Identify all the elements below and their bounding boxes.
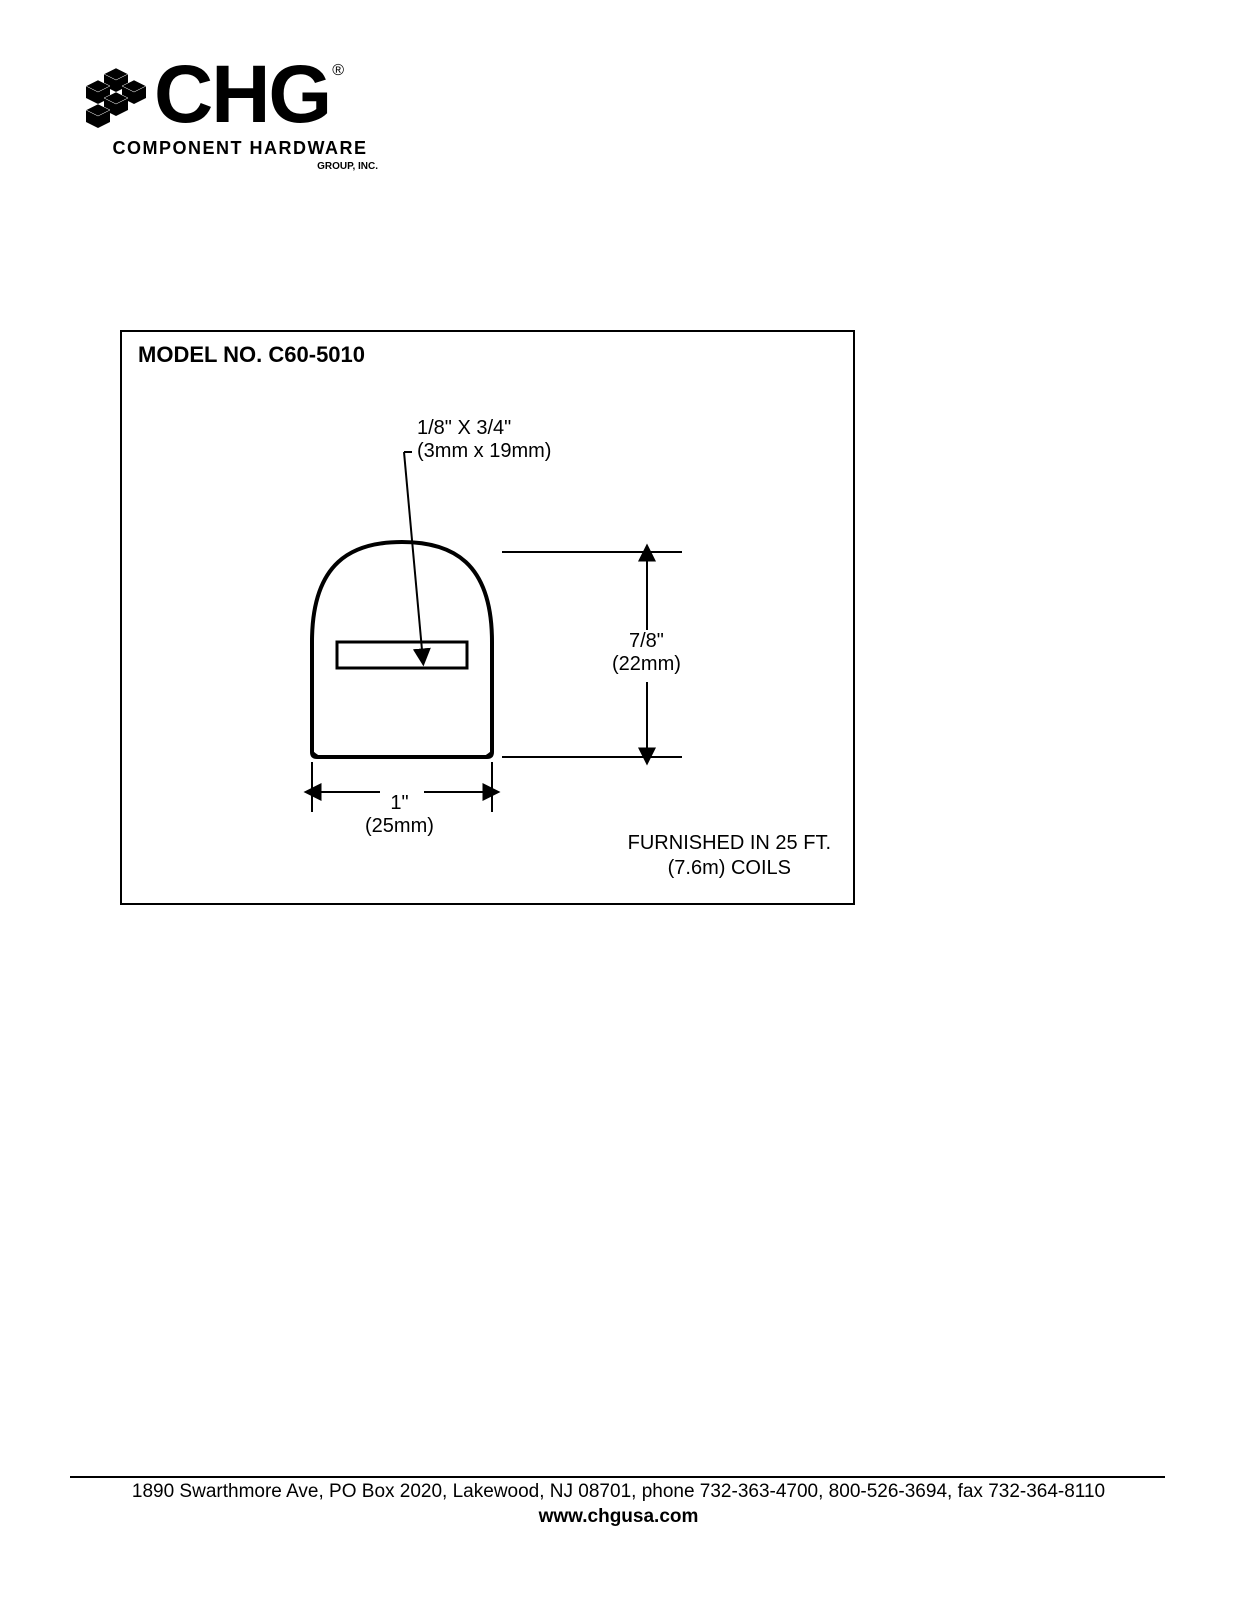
dim-width-line2: (25mm) [365,815,434,837]
logo-text: CHG [154,60,330,130]
dimension-height: 7/8" (22mm) [612,630,681,676]
logo-subtitle-2: GROUP, INC. [80,161,400,172]
cubes-icon [80,66,152,130]
footer: 1890 Swarthmore Ave, PO Box 2020, Lakewo… [0,1479,1237,1530]
dim-slot-line2: (3mm x 19mm) [417,440,551,462]
dim-slot-line1: 1/8" X 3/4" [417,417,511,439]
furnished-line2: (7.6m) COILS [668,857,791,879]
dim-height-line2: (22mm) [612,653,681,675]
dim-width-line1: 1" [390,792,408,814]
footer-address: 1890 Swarthmore Ave, PO Box 2020, Lakewo… [132,1481,1105,1502]
spec-sheet-page: CHG ® COMPONENT HARDWARE GROUP, INC. MOD… [0,0,1237,1600]
gasket-profile [312,542,492,757]
furnished-line1: FURNISHED IN 25 FT. [628,832,831,854]
registered-mark: ® [332,62,344,80]
logo-subtitle-1: COMPONENT HARDWARE [80,138,400,159]
dim-height-line1: 7/8" [629,630,664,652]
dimension-width: 1" (25mm) [365,792,434,838]
dimension-slot: 1/8" X 3/4" (3mm x 19mm) [417,417,551,463]
magnet-slot [337,642,467,668]
logo-row: CHG ® [80,60,400,130]
footer-rule [70,1476,1165,1478]
company-logo: CHG ® COMPONENT HARDWARE GROUP, INC. [80,60,400,172]
furnished-note: FURNISHED IN 25 FT. (7.6m) COILS [628,831,831,881]
drawing-box: MODEL NO. C60-5010 [120,330,855,905]
footer-url: www.chgusa.com [539,1506,699,1527]
leader-line [404,452,422,650]
